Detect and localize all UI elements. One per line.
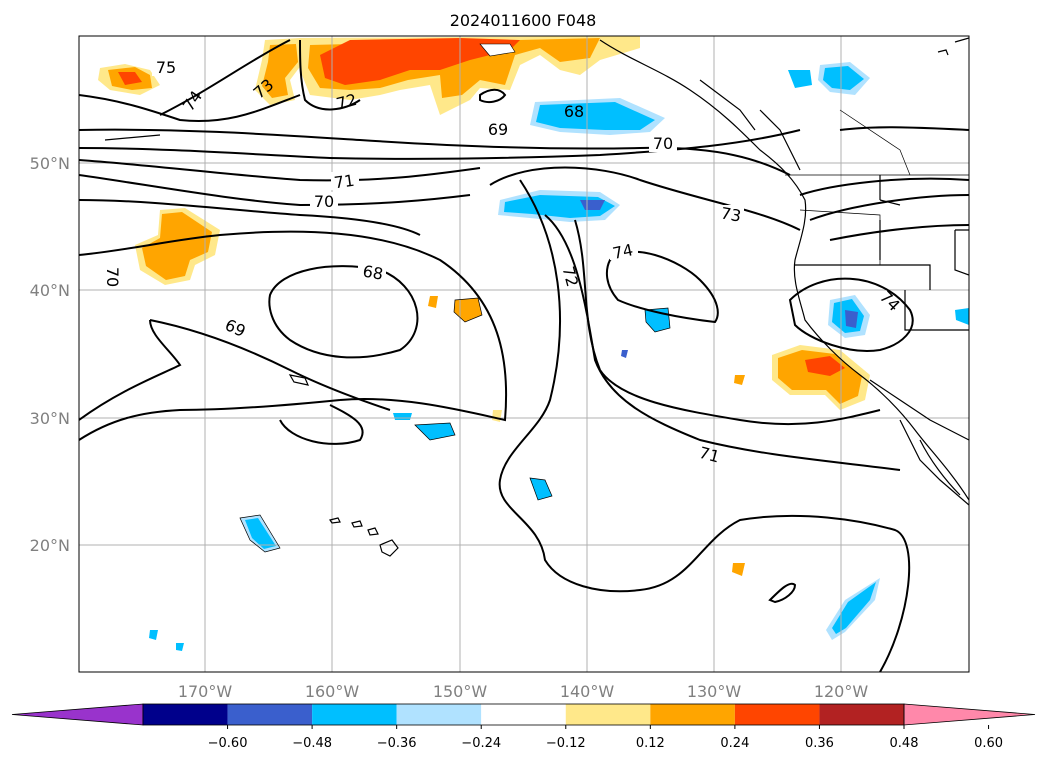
longitude-labels: 170°W 160°W 150°W 140°W 130°W 120°W	[178, 682, 869, 701]
contour-label: 74	[611, 240, 635, 263]
lat-label: 40°N	[30, 281, 70, 300]
lon-label: 150°W	[433, 682, 488, 701]
colorbar-tick-label: −0.12	[546, 736, 586, 751]
contour-label: 70	[314, 192, 334, 211]
negative-anomaly-shading	[149, 62, 969, 651]
lat-label: 50°N	[30, 154, 70, 173]
colorbar-extend-low	[11, 703, 144, 726]
colorbar-segment	[819, 704, 904, 725]
contour-label: 68	[564, 102, 584, 121]
colorbar-tick-label: −0.36	[377, 736, 417, 751]
lon-label: 120°W	[814, 682, 869, 701]
colorbar-segment	[481, 704, 566, 725]
colorbar-tick-label: 0.12	[636, 736, 665, 751]
hawaii-islands	[329, 517, 399, 557]
lat-label: 20°N	[30, 536, 70, 555]
colorbar-tick-label: −0.48	[292, 736, 332, 751]
contour-label: 72	[334, 90, 359, 114]
contour-label: 73	[719, 203, 742, 225]
lon-label: 130°W	[687, 682, 742, 701]
colorbar-tick-label: 0.36	[805, 736, 834, 751]
lon-label: 170°W	[178, 682, 233, 701]
lon-label: 140°W	[560, 682, 615, 701]
colorbar-outline	[142, 703, 905, 726]
colorbar-segment	[143, 704, 228, 725]
colorbar-tick-label: 0.24	[720, 736, 749, 751]
lat-label: 30°N	[30, 409, 70, 428]
contour-label: 70	[103, 267, 122, 287]
map-area	[79, 36, 969, 672]
colorbar-segment	[312, 704, 397, 725]
colorbar-tick-label: 0.48	[890, 736, 919, 751]
colorbar-tick-label: 0.60	[974, 736, 1003, 751]
contour-label: 70	[653, 134, 673, 153]
graticule	[79, 36, 969, 672]
contour-label: 69	[488, 120, 508, 139]
geopotential-contours	[79, 39, 969, 672]
colorbar-segment	[734, 704, 820, 725]
colorbar-segment	[650, 704, 735, 725]
map-border	[78, 35, 970, 673]
small-islands	[104, 37, 969, 386]
contour-label: 71	[333, 171, 356, 193]
contour-label: 72	[559, 264, 583, 289]
positive-anomaly-shading	[98, 36, 870, 576]
colorbar-extend-high	[903, 703, 1036, 726]
colorbar-tick-label: −0.24	[461, 736, 501, 751]
shading-outlines	[239, 297, 671, 553]
contour-label: 71	[697, 443, 722, 467]
colorbar-segment	[396, 704, 482, 725]
map-title: 2024011600 F048	[450, 11, 597, 30]
colorbar-tick-label: −0.60	[208, 736, 248, 751]
colorbar-segment	[565, 704, 651, 725]
contour-label: 75	[156, 58, 176, 77]
colorbar-segment	[227, 704, 313, 725]
colorbar: −0.60 −0.48 −0.36 −0.24 −0.12 0.12 0.24 0.36 0.4…	[11, 703, 1036, 751]
contour-label: 68	[361, 261, 384, 283]
latitude-labels: 50°N 40°N 30°N 20°N	[30, 154, 70, 555]
state-borders	[785, 109, 969, 266]
lon-label: 160°W	[305, 682, 360, 701]
